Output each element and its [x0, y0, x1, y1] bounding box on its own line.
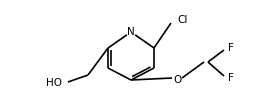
- Text: Cl: Cl: [177, 15, 187, 25]
- Text: O: O: [173, 75, 181, 85]
- Text: F: F: [228, 43, 234, 53]
- Text: F: F: [228, 73, 234, 83]
- Text: N: N: [127, 27, 135, 37]
- Text: HO: HO: [46, 78, 62, 88]
